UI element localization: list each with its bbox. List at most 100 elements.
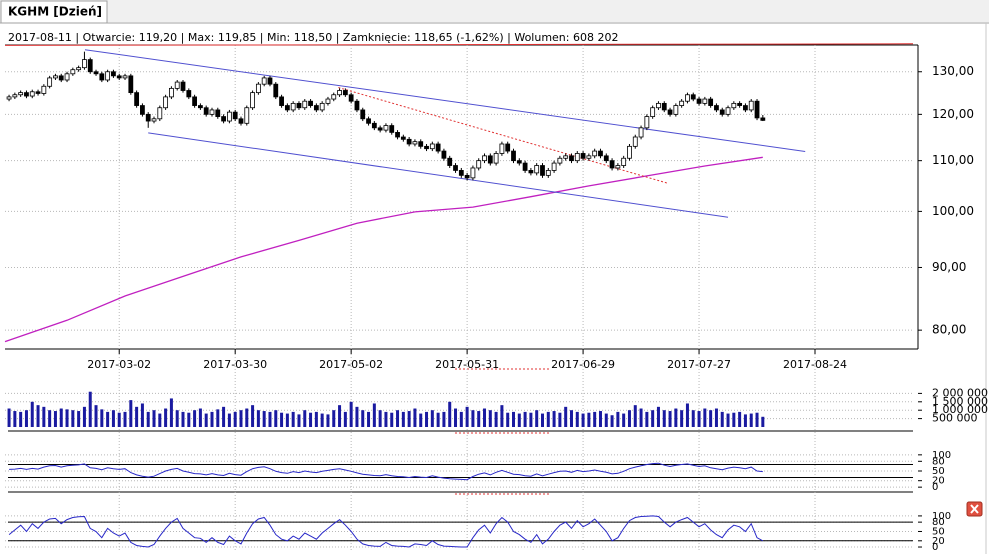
y-tick-label: 90,00 <box>932 260 966 274</box>
candle-body <box>743 105 748 111</box>
volume-bar <box>622 413 626 427</box>
candle-body <box>58 75 64 81</box>
volume-bar <box>517 413 521 427</box>
candle-body <box>487 155 493 164</box>
volume-bar <box>82 406 86 427</box>
volume-bar <box>685 403 689 427</box>
volume-bar <box>720 411 724 427</box>
volume-bar <box>367 411 371 427</box>
candle-body <box>169 87 174 98</box>
x-tick-label: 2017-03-30 <box>203 358 267 371</box>
candle-body <box>696 98 702 104</box>
volume-bar <box>30 401 34 427</box>
volume-bar <box>129 400 133 427</box>
candle-body <box>603 155 609 162</box>
volume-bar <box>36 405 40 427</box>
volume-bar <box>117 412 121 427</box>
y-tick-label: 1 500 000 <box>932 395 988 408</box>
candle-body <box>313 105 319 111</box>
candle-body <box>528 170 534 174</box>
volume-bar <box>697 411 701 427</box>
volume-bar <box>749 413 753 427</box>
tab-strip <box>0 0 989 22</box>
candle-body <box>244 107 250 124</box>
candle-body <box>400 136 406 140</box>
volume-bar <box>169 398 173 427</box>
y-tick-label: 120,00 <box>932 107 974 121</box>
x-tick-label: 2017-05-02 <box>319 358 383 371</box>
candle-body <box>360 109 366 120</box>
volume-bar <box>448 401 452 427</box>
moving-average <box>4 156 763 343</box>
volume-bar <box>181 411 185 427</box>
candle-body <box>574 153 580 162</box>
volume-bar <box>343 411 347 427</box>
candle-body <box>6 96 12 100</box>
y-tick-label: 500 000 <box>932 412 978 425</box>
volume-bar <box>436 412 440 427</box>
volume-bar <box>222 406 226 427</box>
candle-body <box>615 165 621 169</box>
volume-bar <box>245 408 249 427</box>
volume-bar <box>355 406 359 427</box>
volume-bar <box>569 410 573 427</box>
candle-body <box>435 143 441 152</box>
candle-body <box>598 150 603 157</box>
trend-line <box>148 132 729 218</box>
candle-body <box>685 94 690 102</box>
candle-body <box>760 117 766 121</box>
candle-body <box>157 107 163 120</box>
volume-bar <box>732 412 736 427</box>
volume-bar <box>529 412 533 427</box>
volume-bar <box>309 412 313 427</box>
volume-bar <box>193 410 197 427</box>
candle-body <box>621 157 627 166</box>
volume-bar <box>604 413 608 427</box>
y-tick-label: 2 000 000 <box>932 386 988 399</box>
y-tick-label: 50 <box>932 466 945 477</box>
candle-body <box>511 150 516 162</box>
candle-body <box>18 92 24 96</box>
candle-body <box>702 98 708 104</box>
volume-bar <box>656 406 660 427</box>
y-tick-label: 130,00 <box>932 64 974 78</box>
candle-body <box>754 100 760 119</box>
candle-body <box>325 98 331 104</box>
volume-bar <box>187 412 191 427</box>
volume-bar <box>274 410 278 427</box>
volume-bar <box>755 412 759 427</box>
candle-body <box>331 94 337 100</box>
candle-body <box>708 98 714 106</box>
volume-bar <box>488 410 492 427</box>
volume-bar <box>465 406 469 427</box>
volume-bar <box>598 411 602 427</box>
candle-body <box>226 111 232 122</box>
volume-bar <box>668 411 672 427</box>
volume-bar <box>633 405 637 427</box>
volume-bar <box>262 411 266 427</box>
y-tick-label: 110,00 <box>932 153 974 167</box>
volume-bar <box>164 408 168 427</box>
volume-bar <box>714 408 718 427</box>
volume-bar <box>146 411 150 427</box>
candle-body <box>232 111 238 120</box>
close-button[interactable] <box>966 501 983 517</box>
candle-body <box>53 75 58 79</box>
candle-body <box>64 73 70 81</box>
candle-body <box>725 107 731 115</box>
candle-body <box>389 125 395 133</box>
candle-body <box>505 143 511 152</box>
volume-bar <box>506 412 510 427</box>
close-icon[interactable] <box>970 504 979 514</box>
volume-bar <box>71 410 75 427</box>
candle-body <box>180 81 186 91</box>
candle-body <box>140 105 145 115</box>
candle-body <box>557 157 563 164</box>
volume-bar <box>459 411 463 427</box>
candle-body <box>714 105 719 111</box>
candle-body <box>644 116 650 129</box>
candle-body <box>383 125 389 131</box>
candle-body <box>679 100 685 106</box>
candle-body <box>215 109 221 117</box>
candle-body <box>412 141 418 145</box>
